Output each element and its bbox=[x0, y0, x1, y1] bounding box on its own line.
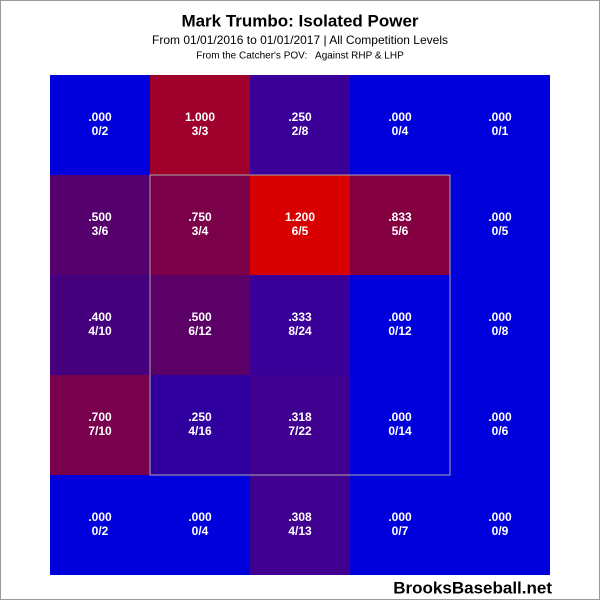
cell-value: .500 bbox=[188, 310, 212, 324]
heat-cell bbox=[450, 275, 550, 375]
chart-subtitle: From 01/01/2016 to 01/01/2017 | All Comp… bbox=[152, 33, 448, 47]
heat-cell bbox=[150, 475, 250, 575]
heat-cell bbox=[350, 475, 450, 575]
cell-count: 3/3 bbox=[192, 124, 209, 138]
cell-value: .000 bbox=[88, 110, 112, 124]
cell-count: 5/6 bbox=[392, 224, 409, 238]
strike-zone bbox=[149, 174, 451, 476]
cell-count: 0/7 bbox=[392, 524, 409, 538]
chart-title: Mark Trumbo: Isolated Power bbox=[181, 11, 418, 30]
cell-value: .000 bbox=[388, 510, 412, 524]
cell-value: .000 bbox=[488, 410, 512, 424]
chart-note: From the Catcher's POV: Against RHP & LH… bbox=[196, 51, 404, 62]
heatmap-grid: .0000/21.0003/3.2502/8.0000/4.0000/1.500… bbox=[50, 75, 550, 575]
cell-count: 6/12 bbox=[188, 324, 212, 338]
heat-cell bbox=[350, 75, 450, 175]
cell-value: .000 bbox=[388, 410, 412, 424]
heat-cell bbox=[250, 75, 350, 175]
cell-value: .700 bbox=[88, 410, 112, 424]
cell-count: 0/5 bbox=[492, 224, 509, 238]
heat-cell bbox=[150, 75, 250, 175]
cell-count: 0/1 bbox=[492, 124, 509, 138]
cell-value: .000 bbox=[488, 310, 512, 324]
cell-value: .000 bbox=[88, 510, 112, 524]
cell-count: 3/6 bbox=[92, 224, 109, 238]
cell-count: 0/2 bbox=[92, 524, 109, 538]
heat-cell bbox=[150, 375, 250, 475]
cell-value: .000 bbox=[388, 310, 412, 324]
cell-value: .250 bbox=[288, 110, 312, 124]
cell-value: .833 bbox=[388, 210, 412, 224]
heat-cell bbox=[350, 275, 450, 375]
cell-value: .000 bbox=[488, 210, 512, 224]
heat-cell bbox=[250, 175, 350, 275]
heat-cell bbox=[50, 175, 150, 275]
cell-value: .000 bbox=[388, 110, 412, 124]
heat-cell bbox=[450, 475, 550, 575]
cell-value: .750 bbox=[188, 210, 212, 224]
heat-cell bbox=[50, 275, 150, 375]
heat-cell bbox=[350, 375, 450, 475]
cell-value: .000 bbox=[488, 110, 512, 124]
cell-count: 3/4 bbox=[192, 224, 209, 238]
heat-cell bbox=[450, 375, 550, 475]
cell-count: 6/5 bbox=[292, 224, 309, 238]
cell-value: .318 bbox=[288, 410, 312, 424]
heat-cell bbox=[250, 275, 350, 375]
cell-count: 0/2 bbox=[92, 124, 109, 138]
cell-value: .000 bbox=[488, 510, 512, 524]
cell-value: 1.000 bbox=[185, 110, 215, 124]
cell-value: .333 bbox=[288, 310, 312, 324]
cell-value: .250 bbox=[188, 410, 212, 424]
cell-count: 4/16 bbox=[188, 424, 212, 438]
cell-value: .308 bbox=[288, 510, 312, 524]
cell-value: .000 bbox=[188, 510, 212, 524]
cell-count: 0/4 bbox=[392, 124, 409, 138]
heat-cell bbox=[350, 175, 450, 275]
watermark: BrooksBaseball.net bbox=[393, 578, 552, 597]
heat-cell bbox=[150, 175, 250, 275]
cell-count: 0/14 bbox=[388, 424, 412, 438]
cell-value: .400 bbox=[88, 310, 112, 324]
cell-count: 2/8 bbox=[292, 124, 309, 138]
heat-cell bbox=[250, 475, 350, 575]
cell-count: 0/12 bbox=[388, 324, 412, 338]
heat-cell bbox=[250, 375, 350, 475]
cell-count: 0/4 bbox=[192, 524, 209, 538]
cell-count: 7/22 bbox=[288, 424, 312, 438]
cell-count: 0/9 bbox=[492, 524, 509, 538]
cell-count: 0/6 bbox=[492, 424, 509, 438]
cell-count: 0/8 bbox=[492, 324, 509, 338]
heat-cell bbox=[50, 75, 150, 175]
heat-cell bbox=[150, 275, 250, 375]
cell-count: 4/10 bbox=[88, 324, 112, 338]
heat-cell bbox=[50, 375, 150, 475]
heat-cell bbox=[450, 75, 550, 175]
cell-value: 1.200 bbox=[285, 210, 315, 224]
cell-value: .500 bbox=[88, 210, 112, 224]
cell-count: 7/10 bbox=[88, 424, 112, 438]
cell-count: 8/24 bbox=[288, 324, 312, 338]
cell-count: 4/13 bbox=[288, 524, 312, 538]
heat-cell bbox=[450, 175, 550, 275]
heat-cell bbox=[50, 475, 150, 575]
